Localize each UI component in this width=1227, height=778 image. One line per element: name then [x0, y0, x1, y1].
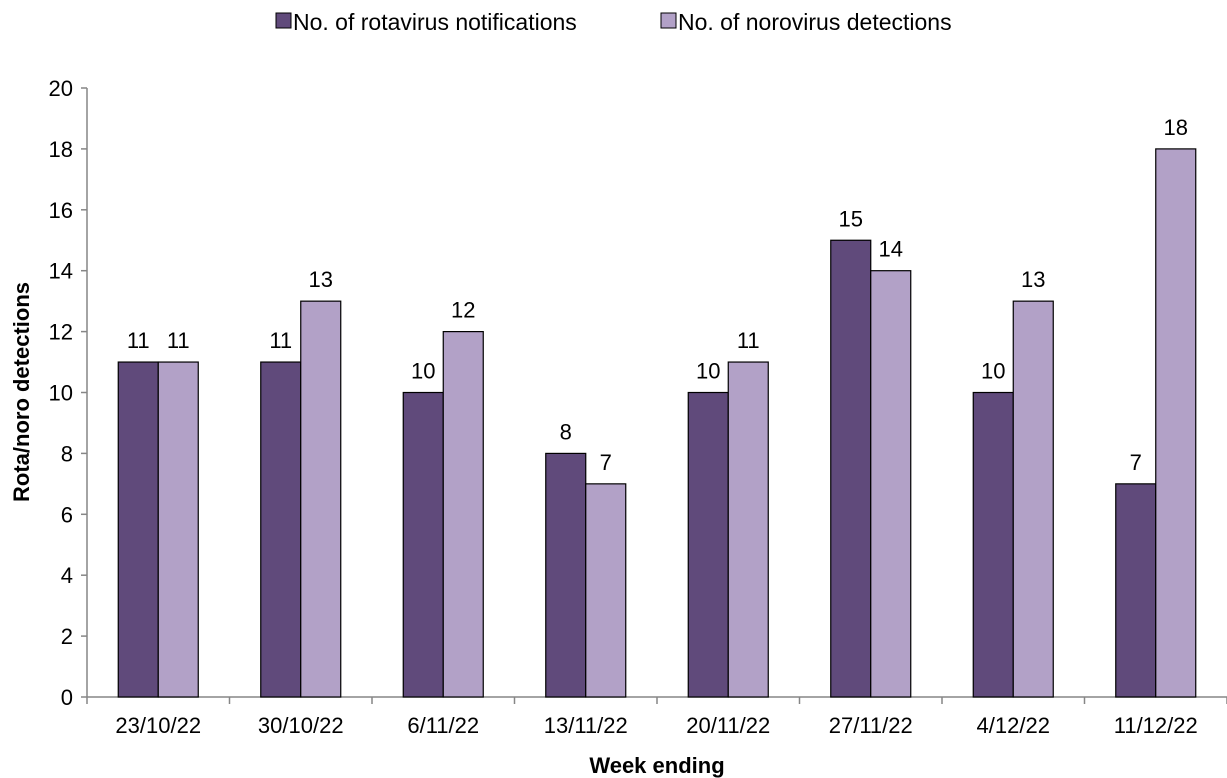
x-tick-label: 4/12/22	[977, 713, 1050, 738]
bar-rotavirus	[1115, 483, 1157, 698]
data-label: 11	[737, 328, 760, 353]
bar-norovirus	[870, 270, 912, 698]
y-tick-label: 16	[49, 198, 73, 223]
y-tick-label: 20	[49, 76, 73, 101]
data-label: 12	[451, 298, 475, 323]
data-label: 10	[696, 359, 720, 384]
legend-label-norovirus: No. of norovirus detections	[678, 9, 952, 35]
data-label: 11	[167, 328, 190, 353]
y-tick-label: 2	[61, 624, 73, 649]
bar-norovirus	[1012, 300, 1054, 698]
bar-norovirus	[157, 361, 199, 698]
data-label: 7	[600, 450, 612, 475]
x-axis-title: Week ending	[589, 753, 724, 778]
y-tick-label: 12	[49, 320, 73, 345]
y-tick-label: 6	[61, 502, 73, 527]
data-label: 18	[1164, 115, 1188, 140]
data-label: 13	[1021, 267, 1045, 292]
legend-label-rotavirus: No. of rotavirus notifications	[293, 9, 577, 35]
legend-swatch-rotavirus	[275, 12, 292, 29]
legend-item-norovirus: No. of norovirus detections	[660, 9, 952, 35]
bar-norovirus	[585, 483, 627, 698]
x-tick-label: 23/10/22	[115, 713, 201, 738]
bar-rotavirus	[260, 361, 302, 698]
bar-rotavirus	[402, 391, 444, 698]
y-tick-label: 18	[49, 137, 73, 162]
data-label: 11	[269, 328, 292, 353]
x-tick-label: 6/11/22	[407, 713, 479, 738]
x-tick-label: 27/11/22	[829, 713, 913, 738]
bar-norovirus	[300, 300, 342, 698]
data-label: 15	[839, 206, 863, 231]
bar-rotavirus	[117, 361, 159, 698]
data-label: 7	[1130, 450, 1142, 475]
bars	[117, 148, 1197, 698]
y-tick-label: 14	[49, 259, 73, 284]
y-tick-label: 10	[49, 381, 73, 406]
y-tick-label: 8	[61, 441, 73, 466]
bar-rotavirus	[545, 452, 587, 698]
y-tick-label: 4	[61, 563, 73, 588]
bar-norovirus	[727, 361, 769, 698]
data-label: 8	[560, 419, 572, 444]
data-label: 10	[981, 359, 1005, 384]
x-tick-label: 13/11/22	[544, 713, 628, 738]
bar-rotavirus	[972, 391, 1014, 698]
x-tick-label: 30/10/22	[258, 713, 344, 738]
y-axis: 0 2 4 6 8 10 12 14 16 18 20	[49, 76, 88, 710]
x-tick-label: 20/11/22	[686, 713, 770, 738]
bar-norovirus	[442, 331, 484, 698]
bar-rotavirus	[687, 391, 729, 698]
data-label: 13	[309, 267, 333, 292]
legend-item-rotavirus: No. of rotavirus notifications	[275, 9, 577, 35]
bar-rotavirus	[830, 239, 872, 698]
bar-norovirus	[1155, 148, 1197, 698]
data-labels: 11 11 11 13 10 12 8 7 10 11 15 14 10 13 7 18	[127, 115, 1188, 475]
legend: No. of rotavirus notifications No. of no…	[275, 9, 952, 35]
data-label: 10	[411, 359, 435, 384]
legend-swatch-norovirus	[660, 12, 677, 29]
x-tick-label: 11/12/22	[1114, 713, 1198, 738]
y-axis-title: Rota/noro detections	[9, 282, 34, 502]
data-label: 11	[127, 328, 150, 353]
data-label: 14	[879, 237, 903, 262]
y-tick-label: 0	[61, 685, 73, 710]
x-axis: 23/10/22 30/10/22 6/11/22 13/11/22 20/11/22 2…	[86, 696, 1227, 738]
